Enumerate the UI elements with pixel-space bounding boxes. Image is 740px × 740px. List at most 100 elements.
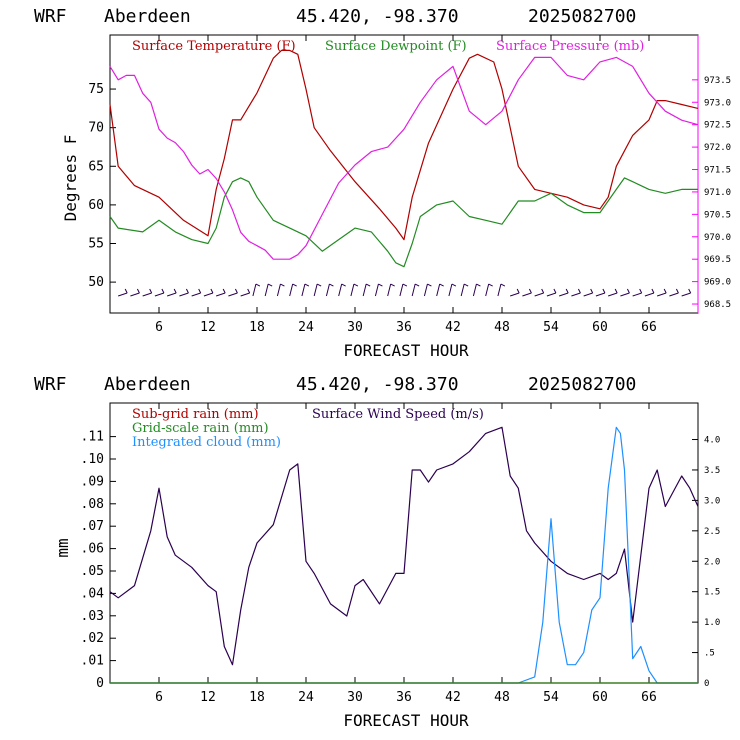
y2-tick-label: 973.5 [704, 76, 731, 86]
header-location: Aberdeen [104, 374, 191, 395]
wind-barb-flag [124, 288, 128, 294]
legend-wind-speed: Surface Wind Speed (m/s) [312, 407, 484, 422]
wind-barb-flag [341, 283, 346, 287]
wind-barb [657, 292, 667, 297]
y-tick-label: 75 [88, 82, 104, 97]
series-surface-pressure-mb [109, 56, 699, 260]
legend-gridscale-rain: Grid-scale rain (mm) [132, 421, 269, 436]
wind-barb-flag [378, 283, 383, 287]
wind-barb-flag [590, 288, 594, 294]
x-tick-label: 6 [155, 320, 163, 335]
x-tick-label: 12 [200, 690, 216, 705]
y2-tick-label: 1.5 [704, 588, 720, 598]
y-tick-label: .01 [81, 654, 104, 669]
wind-barb [595, 292, 606, 297]
x-tick-label: 12 [200, 320, 216, 335]
wind-barb [510, 292, 520, 297]
wind-barb [338, 283, 343, 297]
legend-subgrid-rain: Sub-grid rain (mm) [132, 407, 259, 422]
series-surface-temperature-f [109, 49, 699, 241]
y-tick-label: .06 [81, 542, 104, 557]
series-surface-dewpoint-f [109, 177, 698, 268]
wind-barb [252, 283, 257, 297]
wind-barb [167, 292, 177, 297]
wind-barb-flag [414, 283, 420, 287]
x-tick-label: 42 [445, 320, 461, 335]
wind-barb [130, 292, 140, 297]
wind-barb [571, 292, 581, 297]
wind-barb-flag [390, 283, 395, 287]
wind-barb [118, 292, 128, 297]
wind-barb-flag [602, 288, 606, 294]
y2-tick-label: 3.0 [704, 496, 720, 506]
wind-barb-flag [688, 288, 692, 294]
wind-barb-flag [577, 288, 581, 294]
wind-barb [387, 283, 392, 297]
panel-2-header: WRF Aberdeen 45.420, -98.370 2025082700 [34, 374, 636, 395]
y-tick-label: .08 [81, 497, 104, 512]
wind-barb [374, 283, 379, 297]
wind-barb [142, 292, 152, 297]
y-tick-label: 65 [88, 159, 104, 174]
y-tick-label: .05 [81, 564, 104, 579]
x-tick-label: 54 [543, 690, 559, 705]
wind-barb-flag [639, 288, 643, 294]
wind-barb-flag [304, 283, 310, 287]
y2-tick-label: 971.5 [704, 166, 731, 176]
wind-barb-flag [516, 288, 520, 294]
panel-1-legend: Surface Temperature (F) Surface Dewpoint… [132, 39, 644, 54]
wind-barb [325, 283, 330, 297]
wind-barb-flag [198, 288, 202, 294]
y-tick-label: .02 [81, 631, 104, 646]
wind-barb [436, 283, 441, 297]
wind-barb-flag [463, 283, 469, 287]
wind-barb [179, 292, 189, 297]
wind-barb-flag [353, 283, 359, 287]
wind-barb-flag [528, 288, 532, 294]
y2-tick-label: 2.0 [704, 557, 720, 567]
y2-tick-label: 970.5 [704, 210, 731, 220]
wind-barb [681, 292, 691, 297]
panel-2-series [109, 426, 699, 684]
wind-barb-flag [651, 288, 655, 294]
y2-tick-label: 970.0 [704, 233, 731, 243]
series-integrated-cloud-mm [110, 426, 698, 684]
panel-1-header: WRF Aberdeen 45.420, -98.370 2025082700 [34, 6, 636, 27]
wind-barb [534, 292, 544, 297]
wind-barb-flag [267, 283, 273, 287]
x-tick-label: 42 [445, 690, 461, 705]
wind-barb-flag [476, 283, 481, 287]
x-tick-label: 36 [396, 320, 412, 335]
wind-barb [276, 283, 281, 297]
wind-barb [522, 292, 532, 297]
x-tick-label: 24 [298, 320, 314, 335]
x-tick-label: 48 [494, 320, 510, 335]
header-model: WRF [34, 374, 67, 395]
wind-barb [632, 292, 642, 297]
wind-barb-flag [210, 288, 214, 294]
wind-barb-flag [488, 283, 493, 287]
x-tick-label: 66 [641, 320, 657, 335]
y2-tick-label: 972.5 [704, 121, 731, 131]
panel-1-ticks: 6 12 18 24 30 36 42 48 54 60 66 50 55 60 65 70 75 968.5 96… [88, 35, 731, 335]
wind-barb [289, 283, 294, 297]
panel-2-ylabel: mm [53, 538, 72, 557]
wind-barb-flag [427, 283, 432, 287]
series-surface-wind-speed-m-s [109, 426, 699, 666]
y2-tick-label: 969.0 [704, 278, 731, 288]
wind-barb-flag [451, 283, 457, 287]
wind-barb [191, 292, 201, 297]
y2-tick-label: 1.0 [704, 618, 720, 628]
panel-1-xlabel: FORECAST HOUR [343, 341, 469, 360]
wind-barb [608, 292, 618, 297]
wind-barb [472, 283, 477, 297]
legend-integrated-cloud: Integrated cloud (mm) [132, 435, 281, 450]
x-tick-label: 18 [249, 320, 265, 335]
wind-barb [583, 292, 593, 297]
wind-barb-flag [365, 283, 371, 287]
panel-2-legend: Sub-grid rain (mm) Grid-scale rain (mm) … [132, 407, 484, 450]
wind-barb-flag [161, 288, 165, 294]
wind-barb-flag [500, 283, 506, 287]
header-location: Aberdeen [104, 6, 191, 27]
